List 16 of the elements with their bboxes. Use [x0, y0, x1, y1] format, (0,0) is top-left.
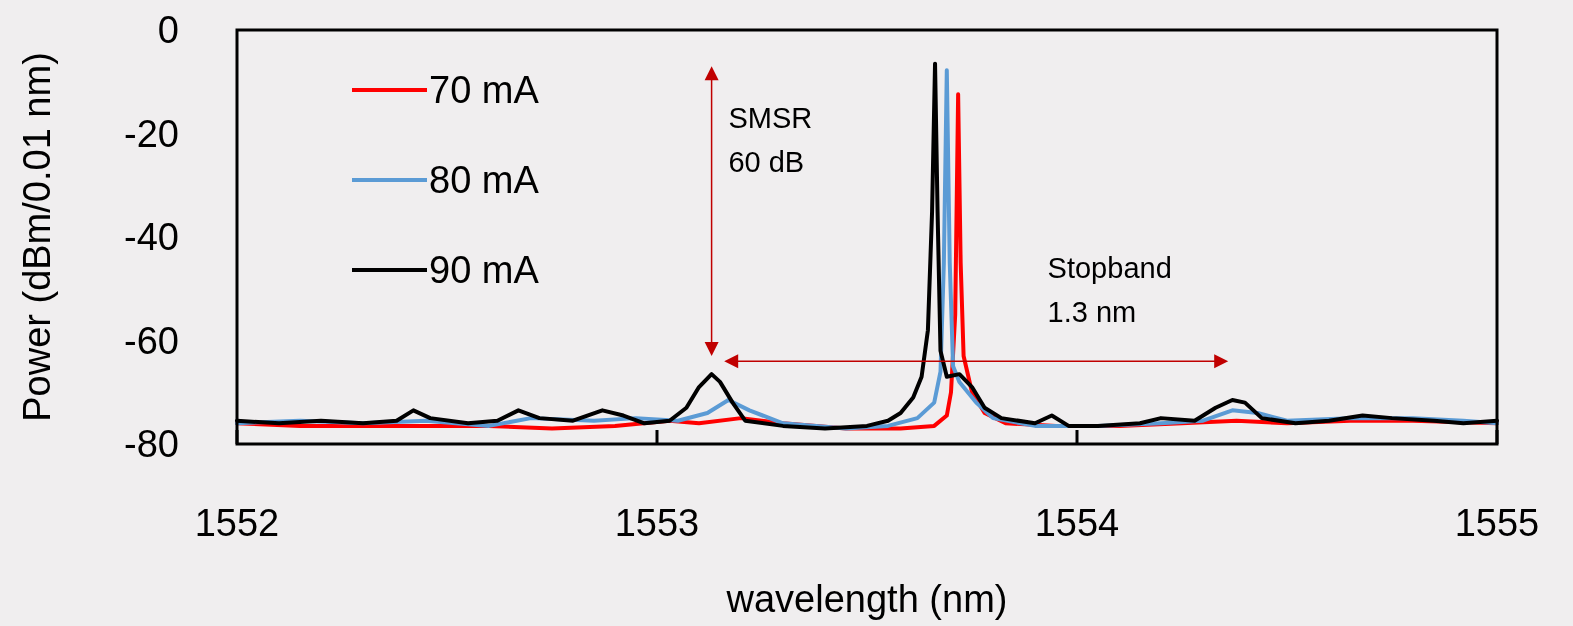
y-tick-label: -60	[124, 319, 179, 362]
legend-label: 70 mA	[429, 69, 540, 111]
y-tick-label: -20	[124, 112, 179, 155]
x-tick-label: 1555	[1454, 502, 1540, 544]
legend-label: 80 mA	[429, 159, 540, 201]
y-axis-title: Power (dBm/0.01 nm)	[16, 52, 58, 422]
y-tick-label: 0	[157, 9, 179, 51]
annotation: SMSR 60 dB	[728, 102, 813, 179]
legend-label: 90 mA	[429, 249, 540, 291]
x-tick-label: 1554	[1034, 502, 1120, 544]
y-tick-label: -40	[124, 216, 179, 258]
annotation: Stopband 1.3 nm	[1047, 252, 1172, 329]
x-tick-label: 1552	[194, 502, 280, 544]
y-tick-label: -80	[124, 423, 179, 465]
x-axis-title: wavelength (nm)	[725, 578, 1008, 620]
x-tick-label: 1553	[614, 502, 700, 544]
